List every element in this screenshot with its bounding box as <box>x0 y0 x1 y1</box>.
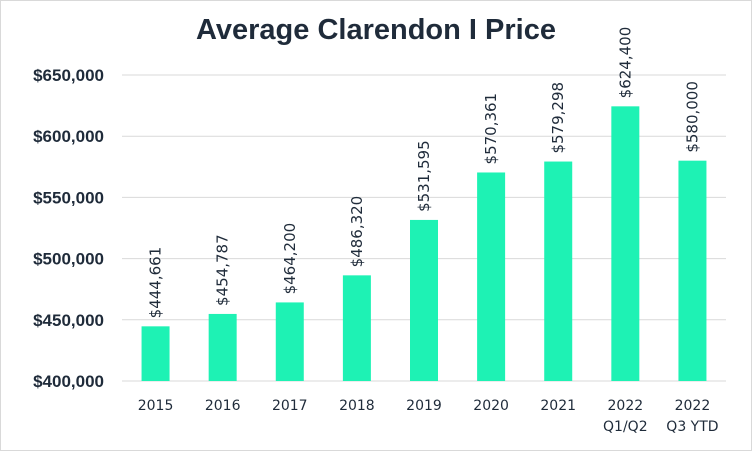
bar <box>544 161 573 381</box>
y-tick-label: $600,000 <box>33 127 104 146</box>
x-tick-label: 2018 <box>339 398 375 414</box>
data-label: $624,400 <box>616 27 634 99</box>
data-label: $531,595 <box>415 140 433 212</box>
y-tick-label: $500,000 <box>33 250 104 269</box>
y-tick-label: $550,000 <box>33 188 104 207</box>
data-label: $579,298 <box>549 82 567 154</box>
y-tick-label: $400,000 <box>33 372 104 391</box>
x-tick-label: Q1/Q2 <box>603 419 648 435</box>
bar <box>141 326 170 381</box>
data-label: $444,661 <box>147 247 165 319</box>
x-tick-label: 2020 <box>473 398 509 414</box>
x-tick-label: 2015 <box>138 398 174 414</box>
data-label: $464,200 <box>281 223 299 295</box>
bar <box>477 172 506 381</box>
data-label: $454,787 <box>214 234 232 306</box>
data-label: $580,000 <box>683 81 701 153</box>
x-tick-label: Q3 YTD <box>666 419 718 435</box>
bar <box>611 106 640 381</box>
bar <box>410 219 438 381</box>
bar <box>208 313 237 381</box>
x-tick-label: 2022 <box>675 398 711 414</box>
x-tick-label: 2017 <box>272 398 308 414</box>
x-tick-label: 2021 <box>540 398 576 414</box>
y-tick-label: $650,000 <box>33 66 104 85</box>
bar <box>275 302 304 381</box>
data-label: $486,320 <box>348 196 366 268</box>
x-tick-label: 2019 <box>406 398 442 414</box>
data-label: $570,361 <box>482 93 500 165</box>
chart-title: Average Clarendon I Price <box>196 14 556 46</box>
bar <box>678 160 707 381</box>
bar <box>342 275 371 381</box>
x-tick-label: 2022 <box>608 398 644 414</box>
x-tick-label: 2016 <box>205 398 241 414</box>
y-tick-label: $450,000 <box>33 311 104 330</box>
